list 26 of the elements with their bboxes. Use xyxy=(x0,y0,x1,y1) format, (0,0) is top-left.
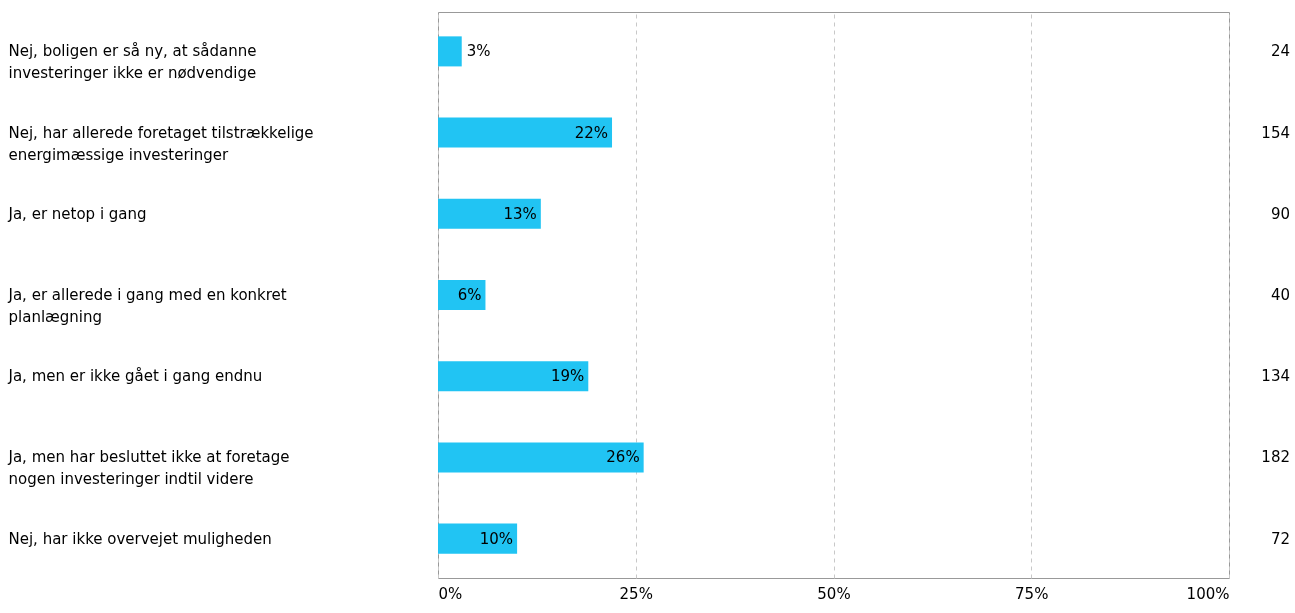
text: 72 xyxy=(1270,529,1290,548)
data-label: 13% xyxy=(503,204,537,223)
data-label: 26% xyxy=(606,448,640,467)
y-tick-label: Nej, har allerede foretaget tilstrækkelige energimæssige investeringer xyxy=(8,123,314,164)
data-label: 22% xyxy=(574,123,609,142)
text: 182 xyxy=(1261,448,1290,467)
text: 24 xyxy=(1270,42,1290,61)
y-tick-label: Ja, men er ikke gået i gang endnu xyxy=(7,367,263,386)
y-tick-label: Nej, har ikke overvejet muligheden xyxy=(8,529,272,548)
y-tick-label: Ja, er allerede i gang med en konkret planlægning xyxy=(7,286,287,326)
data-label: 6% xyxy=(457,286,482,304)
data-label: 3% xyxy=(466,42,491,61)
x-tick-label: 50% xyxy=(817,584,851,603)
text: 154 xyxy=(1261,123,1290,142)
y-tick-label: Nej, boligen er så ny, at sådanne investeringer ikke er nødvendige xyxy=(8,42,257,83)
x-tick-label: 100% xyxy=(1186,584,1230,603)
text: 90 xyxy=(1270,204,1290,223)
data-label: 19% xyxy=(550,367,585,386)
data-label: 10% xyxy=(479,529,514,548)
x-tick-label: 75% xyxy=(1015,584,1049,603)
x-tick-label: 0% xyxy=(438,584,463,603)
text: 134 xyxy=(1261,367,1290,386)
y-tick-label: Ja, er netop i gang xyxy=(7,204,147,223)
text: 40 xyxy=(1270,286,1290,304)
x-tick-label: 25% xyxy=(619,584,653,603)
y-tick-label: Ja, men har besluttet ikke at foretage nogen investeringer indtil videre xyxy=(7,448,290,489)
